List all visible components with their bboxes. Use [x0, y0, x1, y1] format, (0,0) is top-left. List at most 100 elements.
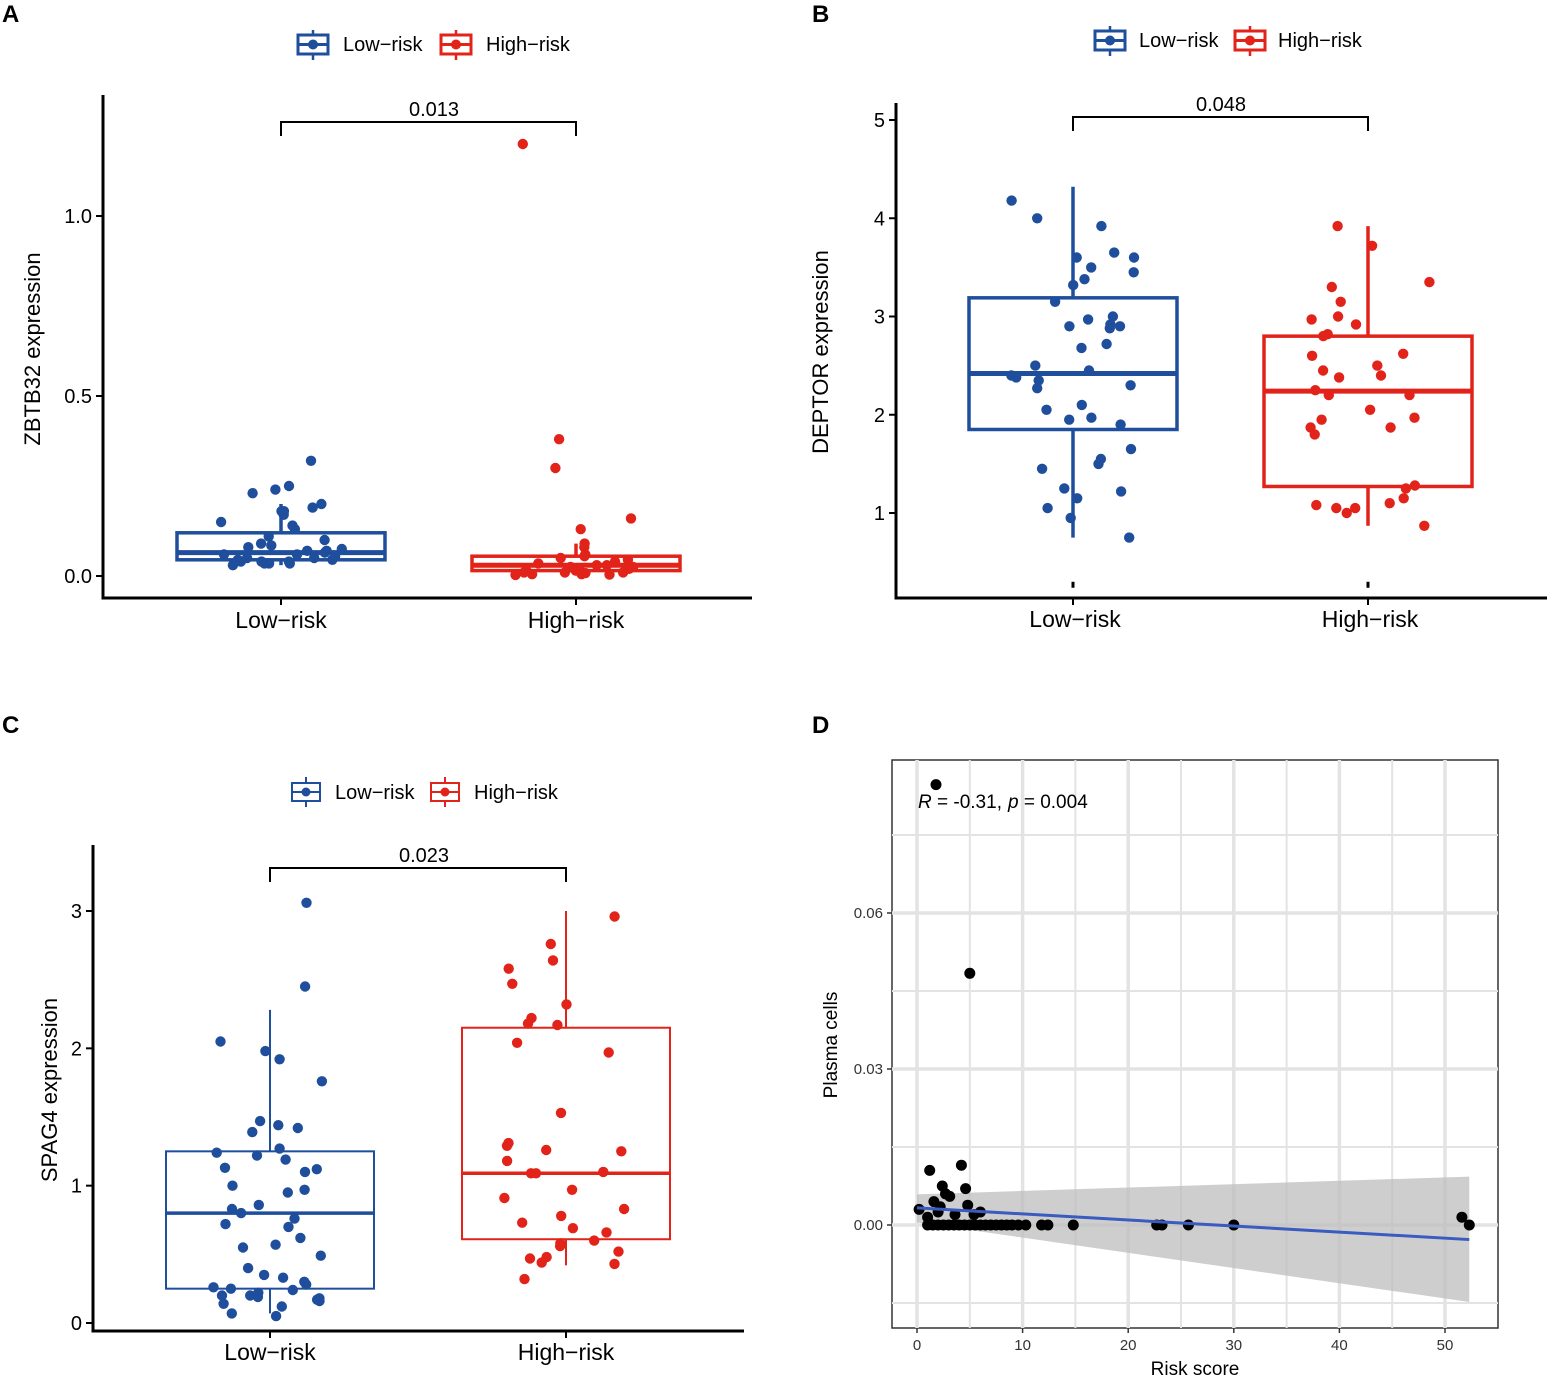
data-point-low-risk [1006, 195, 1017, 206]
data-point-high-risk [1310, 385, 1321, 396]
data-point-low-risk [242, 1262, 254, 1274]
legend-c: Low−risk High−risk [291, 777, 559, 807]
data-point-high-risk [556, 1210, 567, 1222]
legend-label-high-risk: High−risk [474, 782, 559, 804]
legend-b: Low−risk High−risk [1093, 26, 1363, 56]
data-point-low-risk [299, 1166, 311, 1178]
box-high-risk [1262, 334, 1474, 489]
plot-area-b: 1 2 3 4 5 [874, 103, 1547, 605]
data-point-low-risk [1041, 404, 1052, 415]
data-point-low-risk [208, 1282, 219, 1293]
data-point-high-risk [589, 1235, 600, 1246]
scatter-point [922, 1211, 934, 1223]
x-tick-label: 40 [1331, 1337, 1348, 1354]
data-point-high-risk [613, 1246, 624, 1257]
data-point-high-risk [579, 551, 590, 562]
data-point-low-risk [319, 534, 330, 546]
annotation-r-label: R [918, 792, 932, 813]
data-point-low-risk [251, 1150, 263, 1161]
data-point-low-risk [252, 1291, 264, 1303]
data-point-low-risk [1076, 342, 1087, 354]
data-point-low-risk [1033, 375, 1044, 386]
data-point-high-risk [567, 1223, 579, 1234]
legend-key-low-risk [1093, 26, 1127, 56]
data-point-low-risk [1086, 412, 1097, 423]
data-point-high-risk [1332, 220, 1343, 232]
data-point-high-risk [566, 1184, 578, 1196]
y-tick-label: 0.5 [64, 386, 92, 408]
data-point-high-risk [609, 1258, 620, 1270]
data-point-low-risk [309, 552, 320, 564]
data-point-low-risk [1068, 279, 1079, 291]
data-point-high-risk [511, 1037, 523, 1049]
data-point-low-risk [282, 1187, 293, 1198]
panel-a-chart: Low−risk High−risk ZBTB32 expression 0.0… [20, 30, 752, 633]
x-tick-label: 50 [1437, 1337, 1454, 1354]
y-axis-title-d: Plasma cells [821, 992, 842, 1099]
data-point-high-risk [526, 569, 538, 580]
data-point-high-risk [503, 963, 514, 974]
data-point-low-risk [237, 1242, 249, 1253]
data-point-low-risk [226, 1308, 237, 1319]
data-point-low-risk [319, 547, 331, 558]
data-point-low-risk [284, 558, 295, 569]
scatter-point [1042, 1219, 1054, 1231]
data-point-high-risk [1404, 389, 1415, 401]
data-point-low-risk [227, 1180, 238, 1191]
data-point-low-risk [1107, 311, 1119, 322]
data-point-high-risk [1398, 348, 1409, 359]
data-point-low-risk [1125, 443, 1137, 455]
data-point-high-risk [1317, 365, 1329, 376]
data-point-low-risk [1030, 360, 1041, 371]
scatter-point [924, 1164, 936, 1176]
data-point-low-risk [299, 981, 311, 992]
data-point-high-risk [559, 567, 571, 578]
data-point-low-risk [263, 558, 275, 569]
legend-label-low-risk: Low−risk [343, 34, 423, 56]
box-low-risk [967, 296, 1179, 432]
data-point-high-risk [517, 138, 528, 150]
data-point-low-risk [215, 516, 227, 528]
p-value-c: 0.023 [399, 845, 449, 867]
x-category-low-risk: Low−risk [224, 1339, 316, 1365]
p-value-b: 0.048 [1196, 94, 1246, 116]
data-point-high-risk [1333, 372, 1345, 383]
y-axis-title-c: SPAG4 expression [37, 998, 62, 1182]
data-point-low-risk [1065, 512, 1076, 524]
data-point-high-risk [1366, 240, 1378, 251]
data-point-low-risk [225, 1283, 237, 1294]
data-point-high-risk [622, 554, 634, 565]
data-point-low-risk [301, 1279, 312, 1290]
data-point-low-risk [1109, 247, 1120, 258]
data-point-high-risk [609, 911, 620, 922]
data-point-low-risk [1101, 338, 1112, 350]
data-point-low-risk [243, 542, 254, 553]
legend-a: Low−risk High−risk [296, 30, 571, 60]
annotation-r-value: = -0.31, [932, 792, 1002, 813]
scatter-point [964, 967, 976, 979]
legend-label-low-risk: Low−risk [335, 782, 415, 804]
data-point-high-risk [598, 1166, 609, 1178]
data-point-high-risk [1331, 502, 1342, 514]
plot-area-c: 0 1 2 3 [71, 845, 744, 1338]
data-point-low-risk [1076, 399, 1088, 411]
scatter-point [930, 779, 942, 791]
data-point-high-risk [601, 1227, 612, 1238]
data-point-low-risk [1071, 252, 1082, 263]
data-point-high-risk [601, 560, 613, 571]
data-point-low-risk [278, 509, 289, 520]
data-point-high-risk [507, 978, 518, 989]
data-point-high-risk [616, 1146, 627, 1157]
data-point-high-risk [499, 1192, 510, 1204]
y-tick-label: 1 [71, 1176, 82, 1198]
data-point-high-risk [609, 556, 621, 567]
box-low-risk [165, 1150, 375, 1290]
data-point-low-risk [315, 1250, 326, 1261]
x-category-high-risk: High−risk [528, 607, 625, 633]
panel-d-chart: 0 10 20 30 40 50 0.00 0.03 0.06 R = -0.31, p = 0.… [821, 759, 1499, 1380]
data-point-low-risk [247, 1126, 258, 1138]
data-point-low-risk [245, 1290, 256, 1301]
data-point-high-risk [522, 1018, 534, 1029]
data-point-low-risk [1124, 532, 1135, 543]
data-point-low-risk [258, 1269, 270, 1281]
